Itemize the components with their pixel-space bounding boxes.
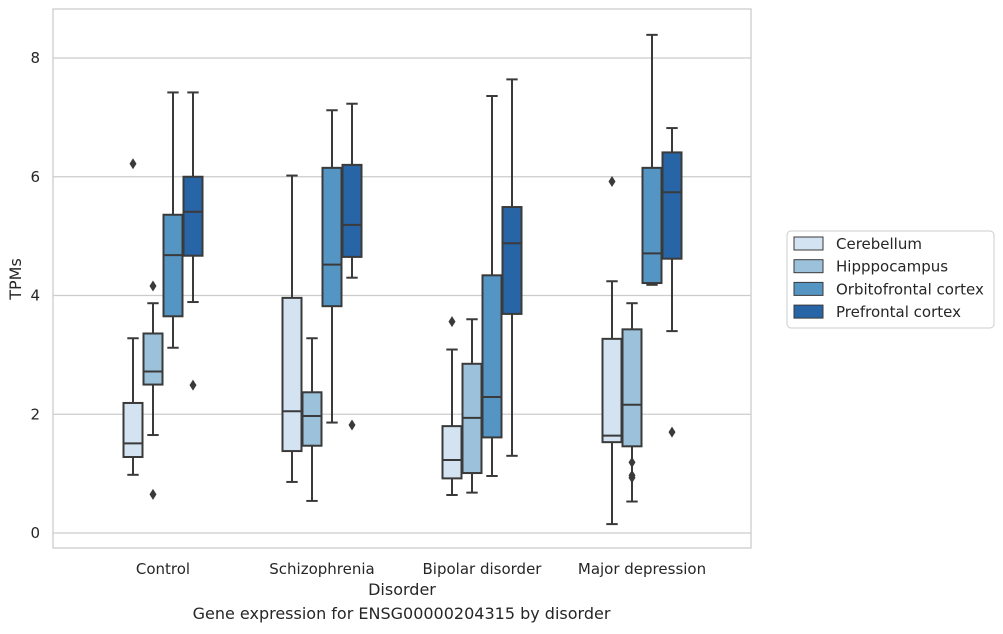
box-orbitofrontal-cortex	[162, 91, 184, 349]
legend: Cerebellum Hipppocampus Orbitofrontal cort…	[786, 230, 995, 329]
y-tick-label: 6	[30, 168, 40, 186]
y-tick-label: 2	[30, 405, 40, 423]
box-iqr	[441, 425, 463, 480]
box-iqr	[281, 296, 303, 453]
outlier-point	[628, 472, 636, 484]
y-tick-label: 4	[30, 287, 40, 305]
box-iqr	[301, 391, 323, 447]
outlier-point	[189, 379, 197, 391]
legend-swatch	[793, 236, 824, 251]
box-hipppocampus	[461, 318, 483, 494]
box-prefrontal-cortex	[341, 102, 363, 431]
box-iqr	[122, 401, 144, 458]
box-orbitofrontal-cortex	[641, 33, 663, 286]
plot-frame	[52, 8, 752, 549]
box-cerebellum	[122, 158, 144, 476]
x-tick-label: Major depression	[578, 560, 706, 578]
legend-label: Cerebellum	[836, 235, 922, 253]
box-prefrontal-cortex	[182, 91, 204, 391]
box-iqr	[142, 332, 164, 386]
box-prefrontal-cortex	[501, 78, 523, 457]
outlier-point	[149, 280, 157, 292]
x-axis-label: Disorder	[368, 580, 436, 599]
outlier-point	[628, 456, 636, 468]
y-tick-labels: 0 2 4 6 8	[30, 49, 40, 542]
outlier-point	[348, 419, 356, 431]
box-iqr	[501, 206, 523, 315]
legend-swatch	[793, 281, 824, 296]
legend-swatch	[793, 304, 824, 319]
y-tick-label: 8	[30, 49, 40, 67]
box-hipppocampus	[142, 280, 164, 500]
figure-caption: Gene expression for ENSG00000204315 by d…	[192, 604, 611, 623]
box-prefrontal-cortex	[661, 127, 683, 438]
box-cerebellum	[281, 174, 303, 483]
box-cerebellum	[441, 316, 463, 496]
outlier-point	[668, 426, 676, 438]
outlier-point	[129, 158, 137, 170]
legend-label: Hipppocampus	[836, 258, 948, 276]
box-orbitofrontal-cortex	[481, 95, 503, 477]
legend-label: Orbitofrontal cortex	[836, 280, 984, 298]
box-iqr	[641, 166, 663, 285]
box-iqr	[341, 163, 363, 258]
box-iqr	[481, 274, 503, 439]
x-tick-labels: Control Schizophrenia Bipolar disorder Majo…	[136, 560, 706, 578]
outlier-point	[448, 316, 456, 328]
outlier-point	[149, 488, 157, 500]
box-hipppocampus	[621, 302, 643, 503]
x-tick-label: Control	[136, 560, 190, 578]
y-axis-label: TPMs	[6, 258, 25, 301]
box-iqr	[162, 213, 184, 318]
box-hipppocampus	[301, 337, 323, 502]
box-plots	[122, 33, 683, 526]
box-iqr	[601, 337, 623, 444]
y-tick-label: 0	[30, 524, 40, 542]
x-tick-label: Schizophrenia	[269, 560, 374, 578]
legend-frame	[786, 230, 995, 329]
box-cerebellum	[601, 176, 623, 526]
box-iqr	[621, 328, 643, 448]
x-tick-label: Bipolar disorder	[423, 560, 543, 578]
box-iqr	[182, 175, 204, 257]
legend-label: Prefrontal cortex	[836, 303, 961, 321]
legend-swatch	[793, 259, 824, 274]
box-orbitofrontal-cortex	[321, 109, 343, 424]
box-iqr	[321, 166, 343, 308]
outlier-point	[608, 176, 616, 187]
grid-lines	[53, 57, 751, 534]
box-iqr	[661, 151, 683, 260]
